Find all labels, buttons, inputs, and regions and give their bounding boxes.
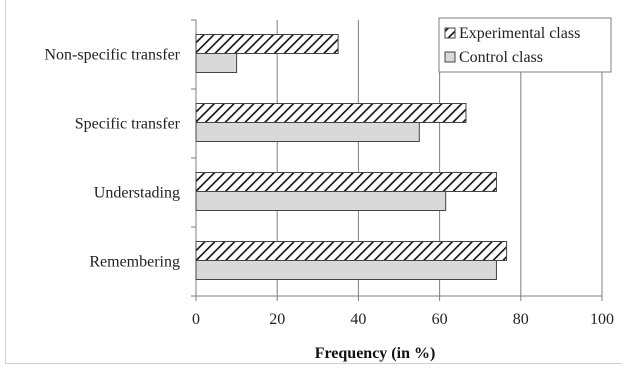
x-tick-label: 80 [513, 311, 529, 328]
chart-frame [5, 0, 622, 364]
bar-control [195, 53, 238, 73]
category-label: Remembering [89, 254, 180, 271]
category-label: Specific transfer [75, 116, 181, 133]
x-tick-label: 0 [192, 311, 200, 328]
legend-label: Experimental class [459, 25, 580, 42]
category-label: Understading [94, 185, 180, 202]
legend-label: Control class [459, 49, 543, 66]
labels: 0 20 40 60 80 100 Non-specific transfer Specifi… [45, 47, 615, 363]
x-tick-label: 100 [590, 311, 614, 328]
legend-swatch-experimental [444, 27, 456, 39]
x-tick-label: 60 [432, 311, 448, 328]
legend-swatch-control [444, 51, 456, 63]
bar-experimental [195, 172, 497, 192]
bar-experimental [195, 34, 339, 54]
legend-box [438, 17, 612, 73]
bars [195, 34, 508, 280]
x-tick-label: 40 [350, 311, 366, 328]
bar-control [195, 122, 420, 142]
bar-experimental [195, 241, 508, 261]
x-tick-label: 20 [269, 311, 285, 328]
legend: Experimental class Control class [438, 17, 612, 73]
bar-control [195, 191, 447, 211]
x-axis-title: Frequency (in %) [315, 345, 436, 362]
bar-experimental [195, 103, 467, 123]
category-label: Non-specific transfer [45, 47, 181, 64]
bar-control [195, 260, 497, 280]
